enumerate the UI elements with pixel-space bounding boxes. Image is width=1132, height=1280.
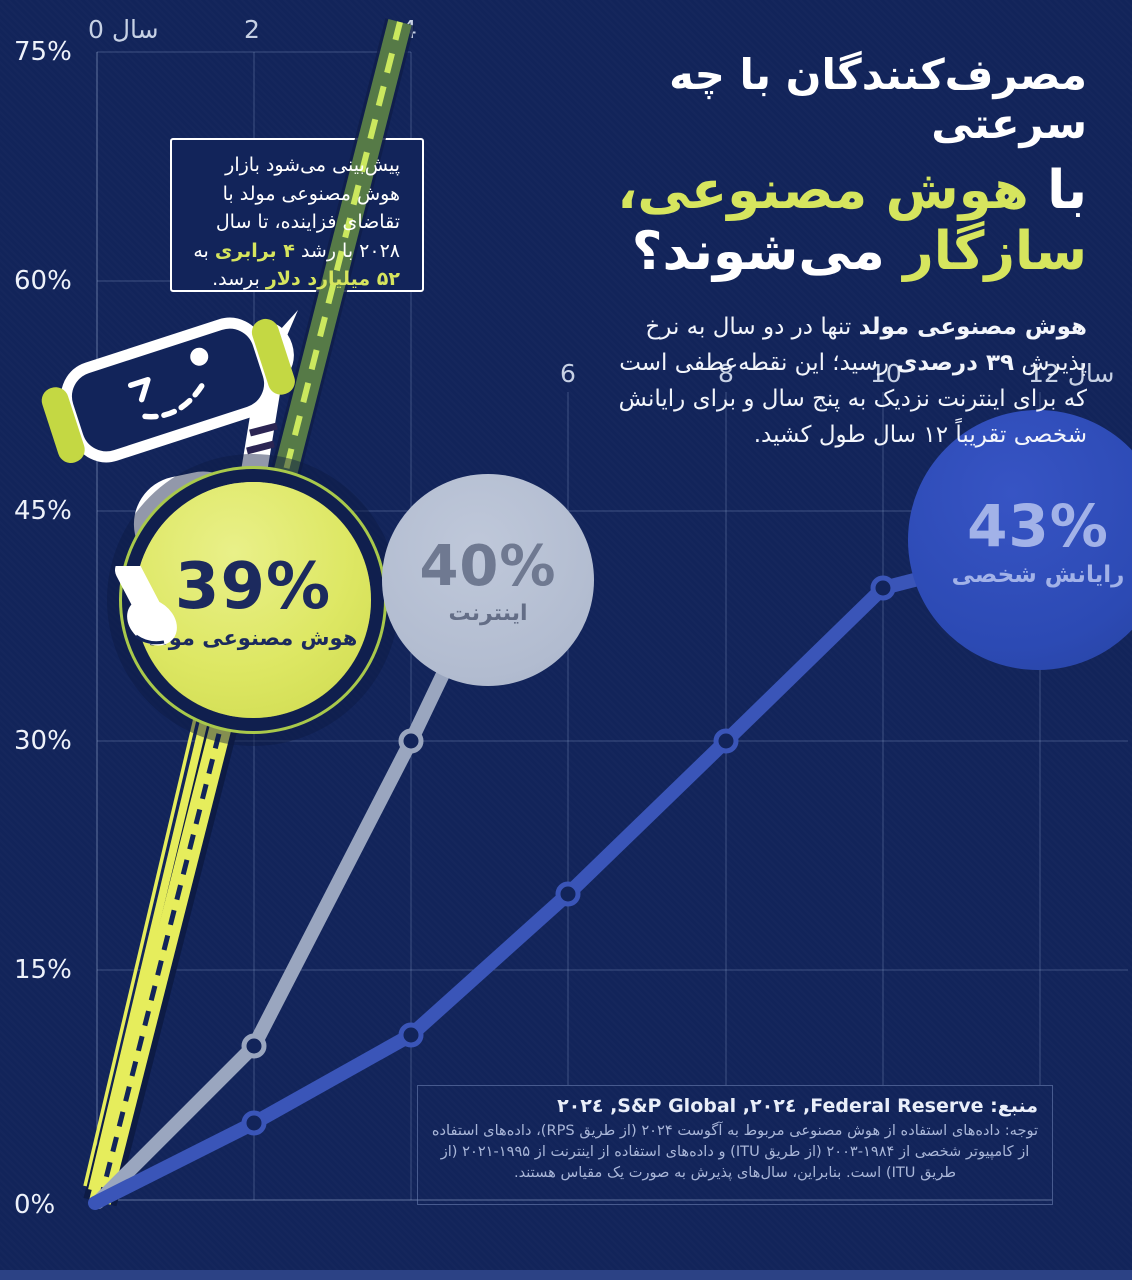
y-tick-0: 0%: [14, 1190, 56, 1220]
page-title-line2: با هوش مصنوعی، سازگار می‌شوند؟: [507, 160, 1087, 282]
y-tick-30: 30%: [14, 726, 72, 756]
subtitle-bold-ai: هوش مصنوعی مولد: [858, 314, 1087, 340]
source-line: منبع: Federal Reserve, ٢٠٢٤, S&P Global,…: [557, 1095, 1038, 1117]
subtitle-bold-39: ۳۹ درصدی: [896, 349, 1015, 376]
robot-eye-dot: [190, 347, 209, 366]
robot-eye-wink: [127, 376, 151, 403]
x-tick-8yr: 8: [718, 359, 734, 388]
x-tick-4yr: 4: [401, 15, 417, 44]
subtitle-mid: تنها در دو سال به نرخ پذیرش: [645, 314, 1087, 376]
source-note-box: منبع: Federal Reserve, ٢٠٢٤, S&P Global,…: [417, 1085, 1053, 1205]
internet-bubble-label: اینترنت: [448, 601, 528, 626]
internet-bubble-value: 40%: [419, 534, 557, 599]
callout-highlight-4x: ۴ برابری: [214, 239, 295, 262]
title2-pre: با: [1028, 160, 1087, 221]
robot-hand-holding: [115, 566, 177, 646]
callout-text-mid: به: [193, 239, 215, 262]
robot-head-cap-left: [41, 387, 85, 463]
robot-smile: [142, 382, 205, 420]
subtitle: هوش مصنوعی مولد تنها در دو سال به نرخ پذ…: [615, 310, 1087, 454]
y-tick-45: 45%: [14, 496, 72, 526]
pc-bubble-value: 43%: [967, 492, 1109, 560]
title2-highlight: هوش مصنوعی، سازگار: [617, 160, 1087, 282]
x-tick-12yr: 12 سال: [1028, 359, 1115, 388]
y-tick-60: 60%: [14, 266, 72, 296]
pc-bubble-label: رایانش شخصی: [951, 562, 1125, 588]
bottom-band: [0, 1270, 1132, 1280]
x-tick-6yr: 6: [560, 359, 576, 388]
title2-post: می‌شوند؟: [631, 221, 904, 282]
y-tick-15: 15%: [14, 955, 72, 985]
page-title-line1: مصرف‌کنندگان با چه سرعتی: [669, 50, 1087, 148]
internet-bubble: 40% اینترنت: [382, 474, 594, 686]
y-tick-75: 75%: [14, 37, 72, 67]
x-tick-2yr: 2: [244, 15, 260, 44]
x-tick-0yr: 0 سال: [88, 15, 159, 44]
subtitle-rest: رسید؛ این نقطه‌عطفی است که برای اینترنت …: [618, 349, 1087, 448]
note-text: توجه: داده‌های استفاده از هوش مصنوعی مرب…: [431, 1122, 1039, 1182]
header: مصرف‌کنندگان با چه سرعتی با هوش مصنوعی، …: [507, 50, 1087, 454]
